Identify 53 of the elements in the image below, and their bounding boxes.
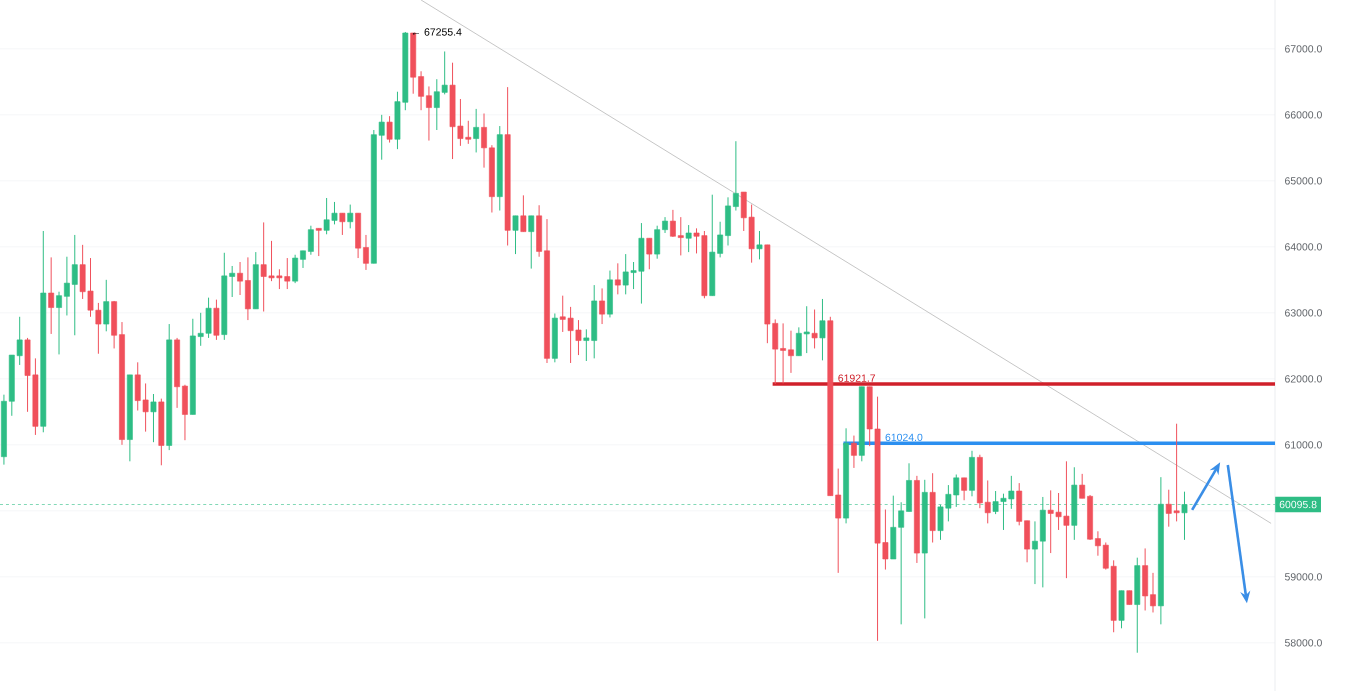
candlestick <box>339 212 346 236</box>
candlestick <box>150 393 157 443</box>
candlestick <box>599 287 605 325</box>
candlestick <box>732 140 739 212</box>
candlestick <box>48 256 55 335</box>
candlestick <box>646 237 653 270</box>
candlestick <box>670 209 676 238</box>
candlestick <box>386 115 393 144</box>
candlestick <box>363 234 369 271</box>
candlestick <box>756 230 763 260</box>
ref-line-label: 61024.0 <box>885 433 923 442</box>
candlestick <box>315 227 322 257</box>
candlestick <box>520 194 527 233</box>
candlestick <box>473 108 480 153</box>
candlestick <box>819 298 826 361</box>
y-tick-label: 64000.0 <box>1285 243 1322 251</box>
candlestick <box>780 322 786 384</box>
candlestick <box>103 279 110 332</box>
candlestick <box>512 215 519 255</box>
candlestick <box>64 256 70 316</box>
candlestick <box>1032 520 1038 585</box>
candlestick <box>300 250 306 269</box>
ref-line-label: 61921.7 <box>838 374 876 382</box>
candlestick <box>528 215 535 270</box>
y-tick-label: 58000.0 <box>1284 639 1322 647</box>
candlestick <box>614 262 621 295</box>
candlestick <box>811 309 818 349</box>
y-tick-label: 63000.0 <box>1285 309 1322 317</box>
candlestick <box>1079 473 1086 499</box>
candlestick <box>677 216 684 256</box>
ref-line-label: 60095.8 <box>1279 500 1317 509</box>
candlestick <box>788 330 794 374</box>
candlestick <box>851 435 857 469</box>
candlestick <box>1150 572 1156 613</box>
y-tick-label: 59000.0 <box>1284 573 1322 581</box>
candlestick <box>237 261 243 296</box>
candlestick <box>1095 530 1101 557</box>
candlestick <box>292 254 299 284</box>
candlestick <box>685 224 692 253</box>
candlestick <box>481 113 487 169</box>
y-tick-label: 65000.0 <box>1285 177 1322 185</box>
annotation: ← 67255.4 <box>412 28 462 36</box>
candlestick <box>961 477 968 501</box>
candlestick <box>418 70 424 111</box>
candlestick <box>307 225 314 256</box>
y-tick-label: 62000.0 <box>1285 375 1322 383</box>
candlestick <box>347 204 354 229</box>
candlestick <box>426 85 432 142</box>
candlestick <box>71 234 78 336</box>
y-tick-label: 67000.0 <box>1285 45 1322 53</box>
y-tick-label: 61000.0 <box>1285 441 1322 449</box>
candlestick <box>56 291 62 355</box>
y-tick-label: 66000.0 <box>1285 111 1322 119</box>
